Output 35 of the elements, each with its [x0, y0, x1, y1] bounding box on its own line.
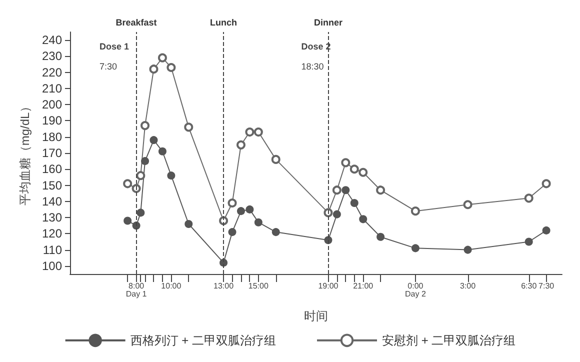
ref-line-label: Dinner: [314, 18, 343, 28]
y-tick-label: 200: [42, 98, 62, 112]
y-tick-label: 210: [42, 81, 62, 96]
annotation: 7:30: [100, 62, 118, 72]
y-tick-label: 160: [42, 162, 62, 176]
x-tick-label: 8:00 Day 1: [126, 282, 148, 298]
y-tick-label: 240: [42, 33, 62, 48]
y-axis-title: 平均血糖（mg/dL）: [18, 100, 32, 206]
x-tick-label: 0:00 Day 2: [404, 282, 426, 298]
x-tick-label: 3:00: [460, 282, 476, 290]
ref-line-label: Breakfast: [116, 18, 157, 28]
y-tick-label: 100: [42, 258, 62, 273]
y-tick-label: 150: [42, 178, 62, 192]
y-tick-label: 220: [42, 65, 62, 80]
x-tick-label: 21:00: [353, 282, 374, 290]
ref-line-label: Lunch: [210, 18, 238, 28]
y-tick-label: 110: [42, 242, 62, 257]
y-tick-label: 140: [42, 194, 62, 208]
x-tick-label: 6:30: [521, 282, 538, 290]
x-tick-label: 13:00: [214, 282, 234, 290]
x-tick-label: 7:30: [538, 282, 555, 290]
y-tick-label: 130: [42, 210, 62, 225]
x-tick-label: 15:00: [248, 282, 269, 290]
y-tick-label: 120: [42, 226, 62, 241]
annotation: 18:30: [301, 62, 324, 72]
annotation: Dose 1: [100, 42, 130, 52]
x-axis-title: 时间: [304, 309, 328, 323]
y-tick-label: 230: [42, 49, 62, 64]
x-tick-label: 10:00: [161, 282, 182, 290]
y-tick-label: 180: [42, 130, 62, 144]
legend-label: 西格列汀 + 二甲双胍治疗组: [130, 333, 276, 348]
x-tick-label: 19:00: [318, 282, 339, 290]
y-tick-label: 190: [42, 114, 62, 128]
y-tick-label: 170: [42, 146, 62, 160]
legend-label: 安慰剂 + 二甲双胍治疗组: [382, 333, 516, 348]
